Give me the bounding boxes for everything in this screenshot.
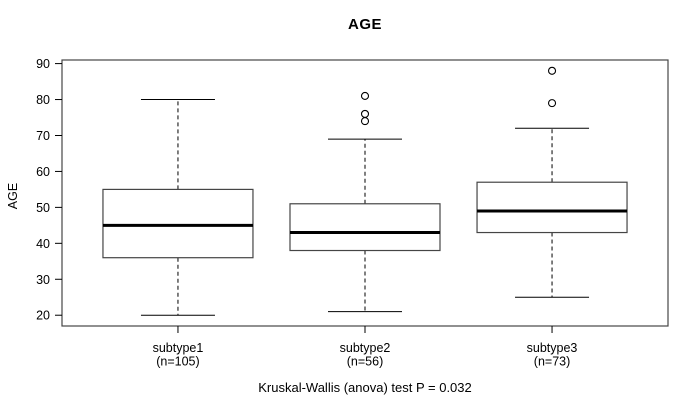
x-count-label: (n=56) xyxy=(347,355,383,369)
outlier-point xyxy=(547,99,557,108)
outlier-point xyxy=(547,66,557,75)
iqr-box xyxy=(476,181,628,234)
y-tick-label: 50 xyxy=(36,201,50,215)
x-count-label: (n=105) xyxy=(156,355,199,369)
x-count-label: (n=73) xyxy=(534,355,570,369)
chart-title: AGE xyxy=(347,16,382,33)
iqr-box xyxy=(102,188,254,259)
y-tick-label: 30 xyxy=(36,273,50,287)
x-category-label: subtype2 xyxy=(340,341,391,355)
outlier-point xyxy=(360,117,370,126)
y-tick-label: 90 xyxy=(36,57,50,71)
stat-test-annotation: Kruskal-Wallis (anova) test P = 0.032 xyxy=(258,380,472,395)
outlier-point xyxy=(360,109,370,118)
y-tick-label: 80 xyxy=(36,93,50,107)
y-tick-label: 40 xyxy=(36,237,50,251)
outlier-point xyxy=(360,91,370,100)
y-tick-label: 20 xyxy=(36,309,50,323)
x-category-label: subtype1 xyxy=(153,341,204,355)
y-tick-label: 70 xyxy=(36,129,50,143)
iqr-box xyxy=(289,203,441,252)
x-category-label: subtype3 xyxy=(527,341,578,355)
y-tick-label: 60 xyxy=(36,165,50,179)
